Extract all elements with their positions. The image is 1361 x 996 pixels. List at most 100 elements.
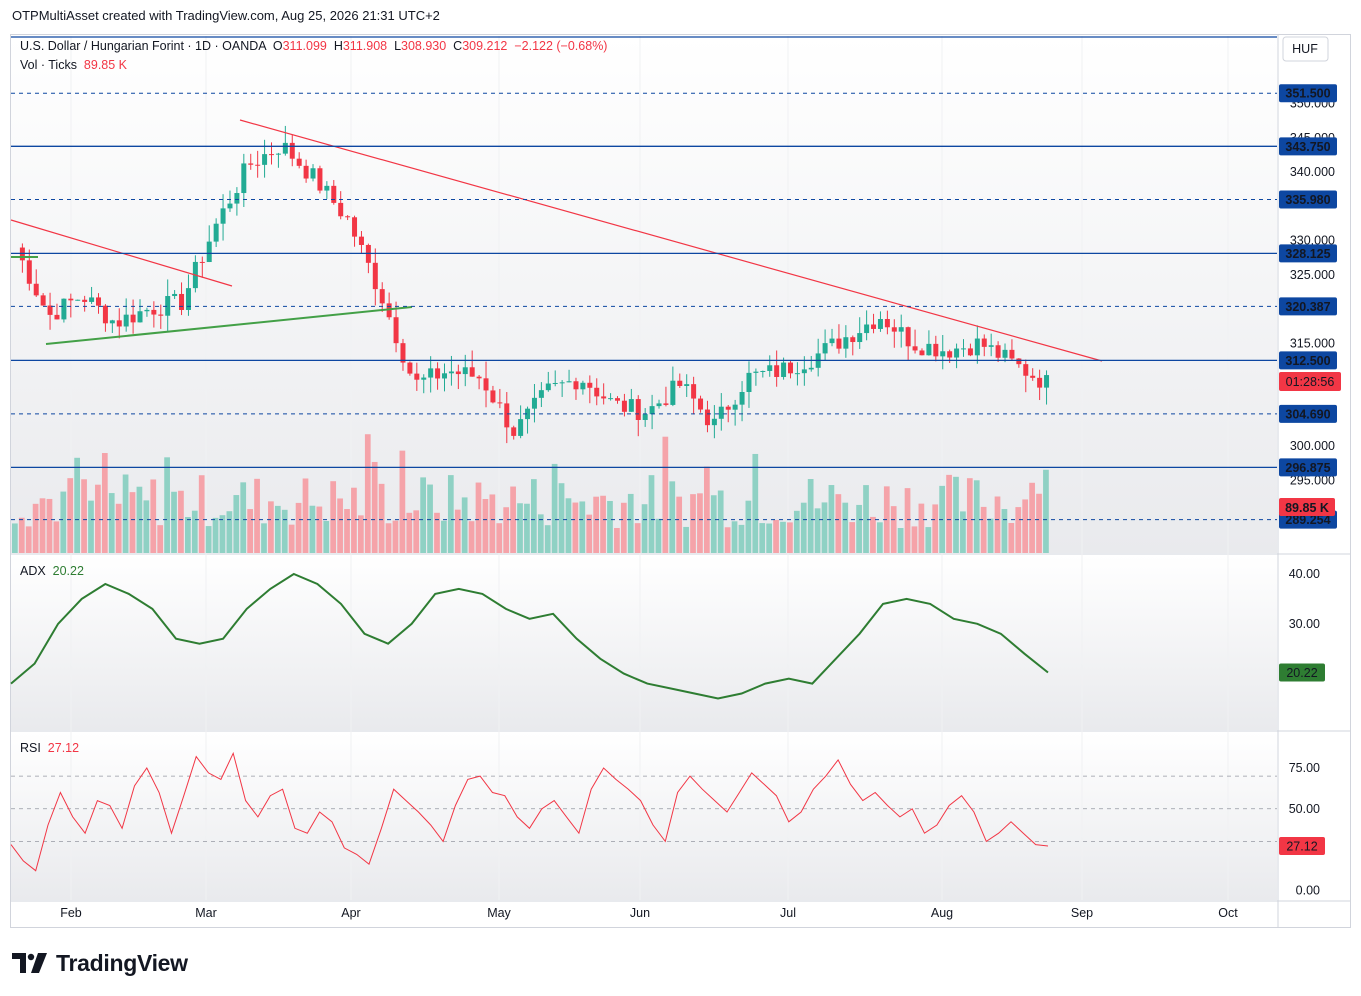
tradingview-logo[interactable]: TradingView: [12, 950, 188, 976]
candle-body: [919, 350, 925, 356]
volume-bar: [607, 500, 613, 553]
volume-label[interactable]: Vol · Ticks: [20, 58, 77, 72]
candle-body: [26, 260, 32, 284]
rsi-label[interactable]: RSI: [20, 741, 41, 755]
volume-bar: [1043, 469, 1049, 553]
change-value: −2.122 (−0.68%): [514, 39, 608, 53]
candle-body: [275, 153, 281, 155]
candle-body: [746, 372, 752, 393]
volume-bar: [482, 498, 489, 553]
candle-body: [303, 165, 309, 179]
candle-body: [296, 158, 302, 166]
candle-body: [241, 163, 247, 194]
candle-body: [961, 348, 966, 350]
volume-bar: [233, 495, 240, 553]
volume-bar: [544, 525, 551, 553]
candle-body: [165, 296, 171, 316]
volume-bar: [904, 488, 911, 553]
volume-bar: [828, 485, 835, 553]
candle-body: [940, 351, 946, 357]
volume-bar: [752, 453, 759, 553]
volume-bar: [503, 507, 510, 553]
symbol-title[interactable]: U.S. Dollar / Hungarian Forint · 1D · OA…: [20, 39, 266, 53]
candle-body: [608, 398, 614, 400]
candle-body: [1044, 375, 1050, 388]
volume-bar: [254, 478, 260, 553]
volume-bar: [212, 517, 219, 553]
volume-tag-text: 89.85 K: [1285, 501, 1329, 515]
volume-bar: [74, 457, 80, 553]
volume-bar: [856, 504, 862, 553]
time-axis-label: Jun: [630, 906, 650, 920]
candle-body: [289, 142, 295, 159]
candle-body: [490, 390, 496, 403]
high-label: H: [333, 39, 343, 53]
volume-bar: [697, 493, 703, 553]
volume-bar: [171, 491, 177, 553]
volume-bar: [849, 522, 856, 553]
candle-body: [850, 337, 856, 343]
trendline-green: [45, 306, 413, 345]
rsi-pane-bg: [11, 732, 1277, 900]
adx-value-tag-text: 20.22: [1286, 666, 1317, 680]
candle-body: [476, 376, 482, 379]
volume-bar: [683, 526, 689, 553]
volume-bar: [18, 517, 25, 553]
candle-body: [455, 371, 461, 375]
volume-bar: [67, 478, 74, 553]
volume-bar: [537, 514, 544, 553]
volume-bar: [787, 522, 793, 553]
candle-body: [428, 368, 434, 378]
price-axis-label: 295.000: [1290, 473, 1335, 487]
candle-body: [248, 163, 254, 165]
candle-body: [345, 216, 351, 218]
volume-bar: [724, 527, 731, 553]
volume-bar: [551, 463, 558, 553]
candle-body: [123, 314, 129, 327]
volume-bar: [918, 503, 925, 553]
volume-bar: [420, 477, 426, 553]
candle-body: [262, 154, 268, 165]
candle-body: [227, 203, 233, 209]
volume-bar: [344, 509, 350, 553]
candle-body: [684, 384, 690, 386]
rsi-axis-label: 0.00: [1296, 883, 1320, 897]
candle-body: [40, 295, 46, 306]
candle-body: [531, 397, 537, 409]
candle-body: [995, 345, 1001, 358]
tradingview-logo-icon: [12, 953, 47, 973]
volume-bar: [780, 521, 786, 553]
price-level-tag-text: 312.500: [1285, 354, 1330, 368]
candle-body: [462, 367, 468, 375]
volume-bar: [496, 523, 503, 553]
volume-bar: [704, 466, 710, 553]
volume-bar: [205, 526, 212, 553]
candle-body: [905, 327, 911, 347]
volume-bar: [302, 478, 309, 553]
volume-bar: [337, 498, 343, 553]
volume-bar: [53, 521, 60, 553]
candle-body: [234, 193, 240, 204]
time-axis-label: Apr: [341, 906, 360, 920]
candle-body: [954, 348, 960, 358]
volume-bar: [247, 509, 253, 553]
volume-bar: [531, 479, 537, 553]
adx-value: 20.22: [52, 564, 84, 578]
volume-bar: [392, 520, 399, 553]
volume-bar: [586, 514, 593, 553]
adx-label[interactable]: ADX: [20, 564, 46, 578]
candle-body: [448, 371, 454, 374]
time-axis-label: May: [487, 906, 511, 920]
rsi-value-tag-text: 27.12: [1286, 840, 1317, 854]
volume-bar: [890, 506, 897, 553]
volume-bar: [60, 491, 67, 553]
candle-body: [1023, 364, 1029, 376]
candle-body: [864, 324, 870, 334]
candle-body: [372, 262, 378, 290]
candle-body: [1002, 349, 1008, 358]
candle-body: [331, 185, 337, 203]
candle-body: [753, 371, 759, 373]
volume-bar: [185, 516, 191, 553]
candle-body: [109, 320, 115, 324]
